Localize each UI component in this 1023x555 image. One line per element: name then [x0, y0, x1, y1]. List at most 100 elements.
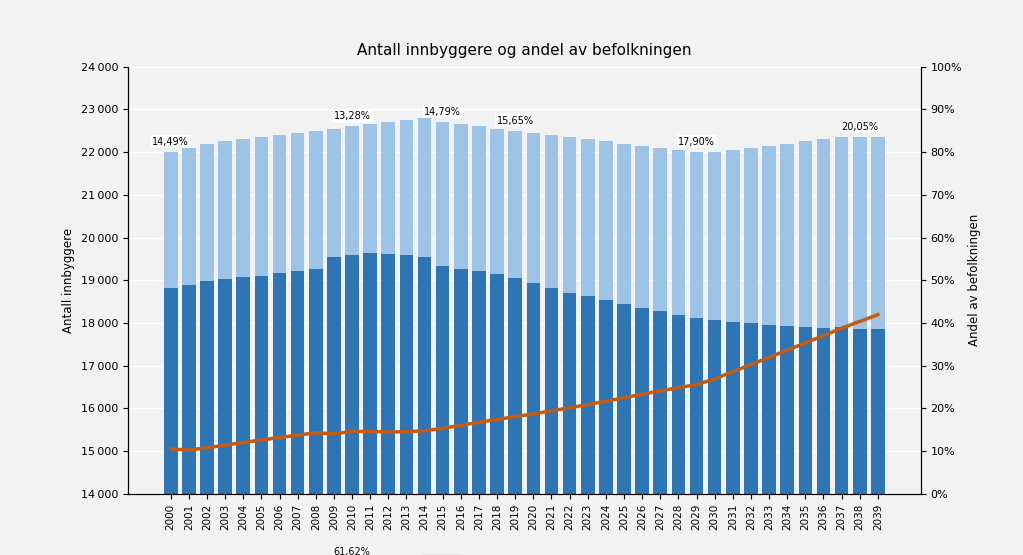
Bar [816, 328, 831, 555]
Innbyggere [763, 354, 775, 361]
Innbyggere [618, 395, 630, 401]
Bar [309, 269, 322, 555]
Innbyggere [400, 428, 412, 435]
Bar [182, 148, 195, 285]
Bar [853, 137, 866, 329]
Bar [454, 124, 468, 269]
Innbyggere [582, 401, 594, 408]
Bar [563, 293, 576, 555]
Bar [799, 142, 812, 327]
Bar [672, 150, 685, 315]
Bar [599, 142, 613, 300]
Bar [436, 266, 449, 555]
Bar [164, 288, 178, 555]
Bar [291, 271, 305, 555]
Innbyggere [691, 381, 703, 388]
Text: 20,05%: 20,05% [841, 122, 878, 132]
Bar [871, 329, 885, 555]
Bar [273, 135, 286, 273]
Innbyggere [165, 446, 177, 452]
Bar [182, 285, 195, 555]
Innbyggere [364, 428, 376, 435]
Bar [835, 137, 848, 327]
Bar [599, 300, 613, 555]
Text: 14,79%: 14,79% [425, 107, 461, 117]
Bar [363, 124, 376, 253]
Innbyggere [782, 347, 794, 354]
Bar [508, 131, 522, 278]
Bar [690, 152, 704, 319]
Bar [201, 281, 214, 555]
Innbyggere [745, 361, 757, 368]
Text: 14,49%: 14,49% [152, 137, 189, 147]
Bar [816, 139, 831, 328]
Bar [218, 142, 232, 279]
Bar [382, 122, 395, 254]
Innbyggere [219, 442, 231, 448]
Bar [781, 326, 794, 555]
Bar [309, 131, 322, 269]
Innbyggere [672, 385, 684, 391]
Text: 61,62%: 61,62% [333, 547, 370, 555]
Innbyggere [799, 340, 811, 346]
Bar [417, 118, 432, 257]
Innbyggere [599, 398, 612, 405]
Bar [635, 145, 649, 307]
Innbyggere [636, 391, 649, 397]
Bar [490, 274, 504, 555]
Innbyggere [709, 376, 721, 382]
Bar [273, 273, 286, 555]
Bar [400, 255, 413, 555]
Bar [762, 325, 775, 555]
Bar [581, 139, 594, 296]
Bar [744, 324, 758, 555]
Bar [726, 150, 740, 322]
Title: Antall innbyggere og andel av befolkningen: Antall innbyggere og andel av befolkning… [357, 43, 692, 58]
Bar [201, 144, 214, 281]
Innbyggere [654, 387, 666, 394]
Bar [164, 152, 178, 288]
Bar [581, 296, 594, 555]
Bar [853, 329, 866, 555]
Innbyggere [872, 311, 884, 318]
Bar [363, 253, 376, 555]
Bar [400, 120, 413, 255]
Bar [617, 304, 631, 555]
Bar [345, 127, 359, 255]
Innbyggere [183, 447, 195, 453]
Innbyggere [418, 427, 431, 434]
Innbyggere [509, 413, 522, 420]
Bar [490, 129, 504, 274]
Bar [690, 319, 704, 555]
Bar [635, 307, 649, 555]
Bar [672, 315, 685, 555]
Y-axis label: Andel av befolkningen: Andel av befolkningen [968, 214, 981, 346]
Innbyggere [836, 325, 848, 331]
Bar [454, 269, 468, 555]
Bar [255, 276, 268, 555]
Bar [744, 148, 758, 324]
Bar [255, 137, 268, 276]
Bar [508, 278, 522, 555]
Innbyggere [237, 439, 250, 446]
Innbyggere [564, 405, 576, 411]
Innbyggere [273, 434, 285, 441]
Bar [835, 327, 848, 555]
Innbyggere [255, 437, 267, 443]
Innbyggere [310, 430, 322, 436]
Bar [236, 278, 250, 555]
Bar [617, 144, 631, 304]
Bar [436, 122, 449, 266]
Text: 15,65%: 15,65% [497, 115, 534, 125]
Bar [327, 257, 341, 555]
Bar [563, 137, 576, 293]
Text: 17,90%: 17,90% [678, 137, 715, 147]
Line: Innbyggere: Innbyggere [171, 315, 878, 450]
Bar [345, 255, 359, 555]
Innbyggere [292, 432, 304, 438]
Innbyggere [327, 431, 340, 437]
Bar [236, 139, 250, 278]
Innbyggere [545, 407, 558, 414]
Innbyggere [473, 419, 485, 426]
Innbyggere [817, 332, 830, 339]
